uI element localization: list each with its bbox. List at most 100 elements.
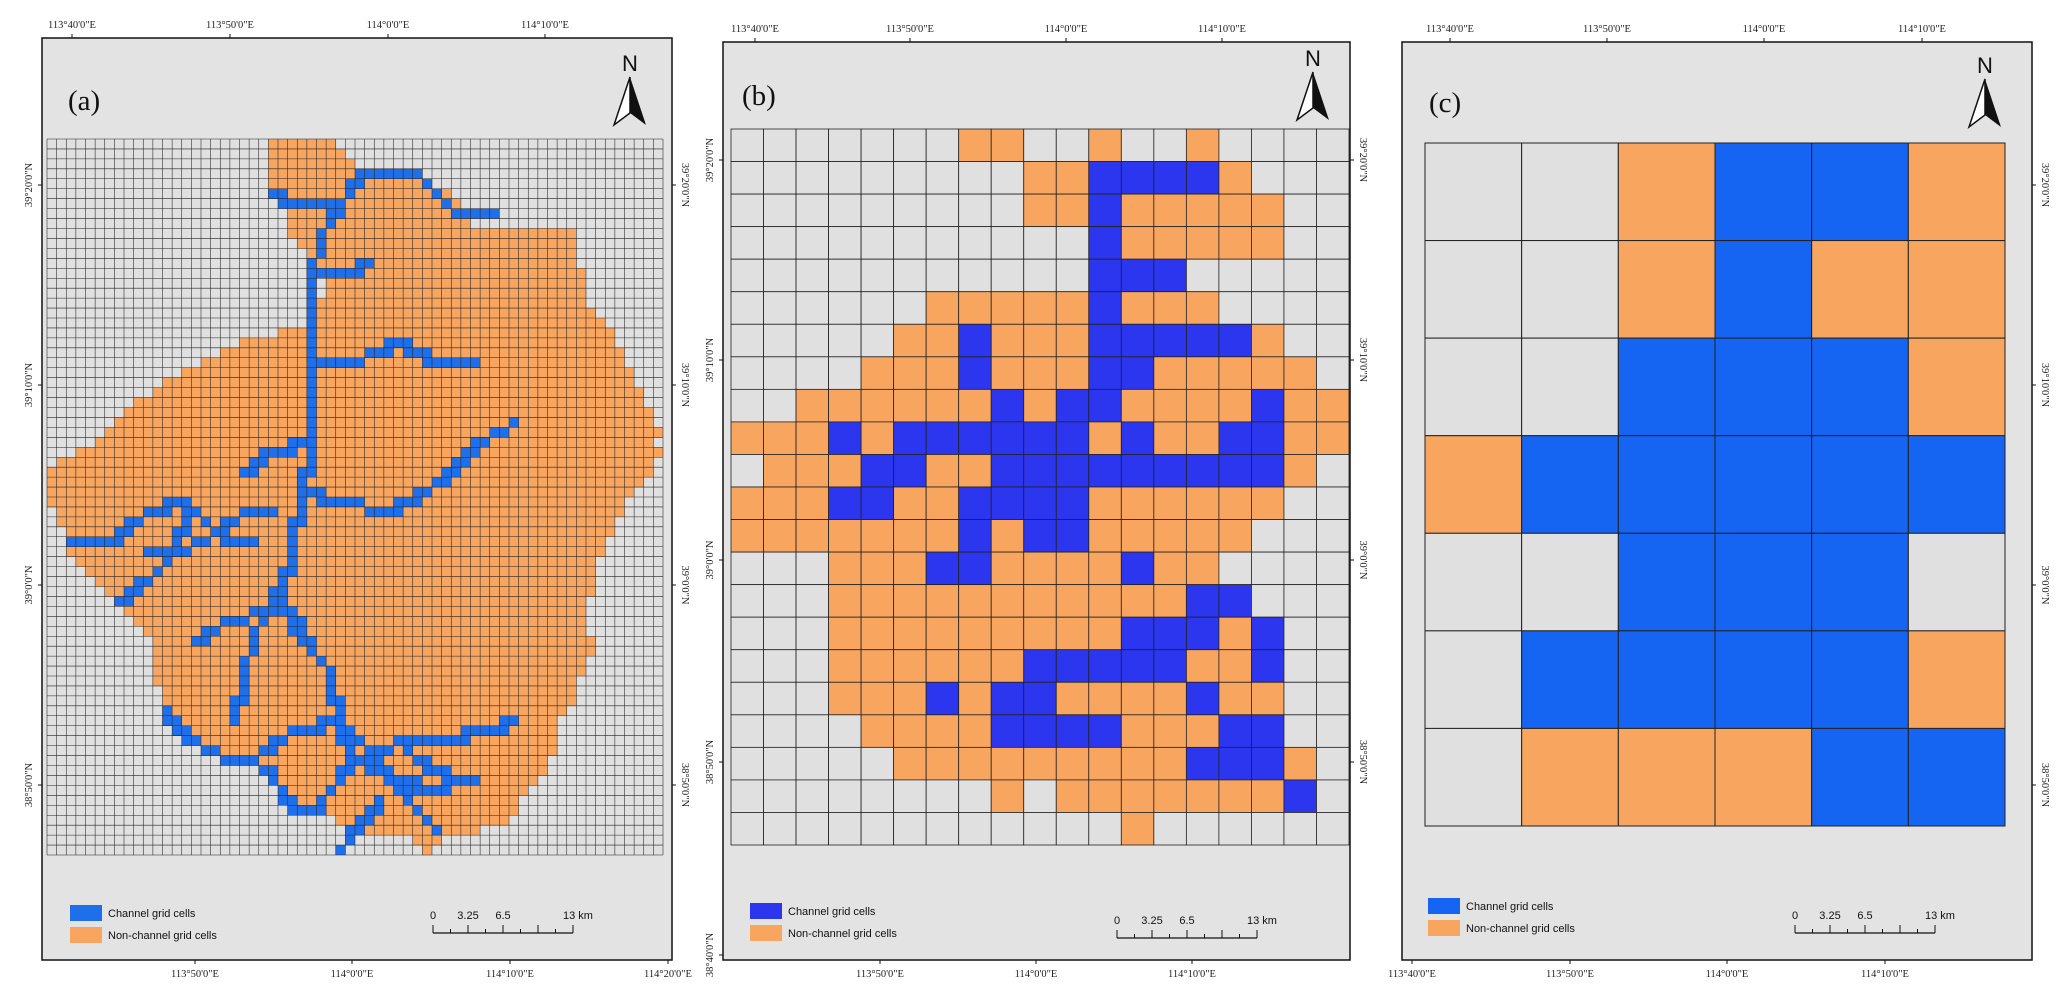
nonchannel-cell [1218,356,1252,390]
channel-cell [432,765,442,776]
empty-cell [1283,649,1317,683]
empty-cell [860,226,895,260]
nonchannel-row [306,318,606,329]
north-arrow-icon [630,77,646,125]
empty-cell [1185,812,1220,846]
channel-cell [958,323,992,358]
channel-cell [191,636,201,647]
channel-cell [278,447,288,458]
channel-cell [326,685,336,696]
channel-cell [1088,323,1122,358]
channel-cell [345,497,355,507]
nonchannel-cell [893,486,927,520]
nonchannel-row [104,586,596,597]
channel-cell [1153,161,1187,195]
nonchannel-row [152,656,586,667]
channel-cell [306,198,317,209]
empty-cell [1424,240,1523,339]
empty-cell [1283,323,1317,358]
channel-cell [306,397,317,408]
channel-cell [355,755,365,766]
nonchannel-cell [990,649,1025,683]
empty-cell [730,128,764,162]
nonchannel-cell [1424,435,1523,534]
channel-cell [249,606,259,617]
channel-cell [316,725,327,736]
channel-cell [1218,584,1252,618]
empty-cell [730,779,764,813]
nonchannel-cell [925,486,960,520]
channel-cell [268,775,278,786]
nonchannel-cell [1251,323,1285,358]
nonchannel-row [326,288,586,299]
nonchannel-cell [1617,240,1716,339]
nonchannel-cell [893,388,927,423]
nonchannel-cell [860,356,895,390]
empty-cell [1153,128,1187,162]
empty-cell [990,161,1025,195]
empty-cell [1088,812,1122,846]
nonchannel-cell [1120,291,1155,325]
scale-label: 0 [430,910,436,922]
channel-cell [229,715,240,726]
legend-nonchannel-label: Non-channel grid cells [1466,923,1575,935]
empty-cell [1283,714,1317,748]
nonchannel-cell [893,519,927,553]
panel-c: (c) N 113°40'0"E 113°50'0"E 114°0'0"E 114°1… [1388,24,2050,980]
channel-cell [181,526,192,537]
channel-cell [268,586,278,597]
channel-cell [306,725,317,736]
empty-cell [1218,128,1252,162]
nonchannel-cell [795,454,829,488]
empty-cell [763,258,797,293]
channel-cell [1218,454,1252,488]
legend-c: Channel grid cells Non-channel grid cell… [1428,898,1575,936]
channel-cell [229,616,240,627]
empty-cell [860,291,895,325]
nonchannel-cell [1185,551,1220,586]
channel-cell [1055,421,1090,455]
panel-b-grid [730,128,1350,846]
nonchannel-cell [828,388,862,423]
channel-cell [374,805,384,816]
channel-cell [326,695,336,706]
empty-cell [1283,128,1317,162]
channel-cell [509,715,519,726]
nonchannel-cell [990,356,1025,390]
nonchannel-cell [1153,584,1187,618]
empty-cell [763,551,797,586]
empty-cell [763,128,797,162]
nonchannel-cell [1055,291,1090,325]
channel-cell [1218,714,1252,748]
empty-cell [860,128,895,162]
empty-cell [1283,226,1317,260]
channel-cell [220,536,230,547]
channel-cell [1811,532,1909,632]
nonchannel-cell [860,519,895,553]
nonchannel-cell [1153,193,1187,228]
empty-cell [763,649,797,683]
empty-cell [730,291,764,325]
channel-cell [383,765,394,776]
channel-cell [220,526,230,537]
nonchannel-cell [1714,727,1813,827]
empty-cell [1316,551,1350,586]
nonchannel-cell [1055,356,1090,390]
nonchannel-cell [893,714,927,748]
channel-cell [383,506,394,517]
nonchannel-cell [958,584,992,618]
nonchannel-cell [1088,616,1122,651]
channel-cell [268,765,278,776]
nonchannel-row [316,308,596,319]
channel-cell [393,497,404,507]
nonchannel-cell [1055,681,1090,716]
channel-cell [374,506,384,517]
channel-cell [268,188,278,199]
channel-cell [316,238,327,249]
channel-cell [306,268,317,279]
empty-cell [1283,193,1317,228]
empty-cell [1316,226,1350,260]
channel-cell [335,725,346,736]
north-arrow-icon [1313,72,1329,120]
channel-cell [422,815,432,826]
